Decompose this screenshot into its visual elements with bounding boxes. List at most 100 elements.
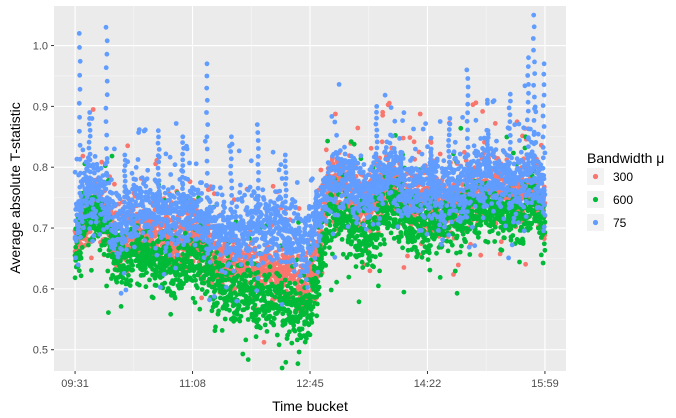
point-600 bbox=[199, 244, 205, 250]
point-600 bbox=[452, 213, 458, 219]
point-600 bbox=[420, 239, 425, 245]
point-600 bbox=[266, 308, 272, 313]
point-600 bbox=[325, 138, 330, 144]
point-600 bbox=[427, 225, 433, 231]
point-600 bbox=[383, 216, 389, 222]
point-75 bbox=[104, 224, 110, 230]
point-600 bbox=[176, 256, 182, 262]
point-75 bbox=[116, 216, 122, 222]
point-600 bbox=[366, 250, 372, 256]
point-600 bbox=[271, 316, 277, 321]
point-600 bbox=[315, 279, 321, 285]
point-600 bbox=[319, 254, 324, 260]
point-600 bbox=[105, 268, 111, 274]
point-600 bbox=[143, 284, 149, 290]
point-600 bbox=[182, 264, 188, 269]
point-600 bbox=[452, 268, 458, 274]
point-600 bbox=[454, 233, 460, 239]
point-600 bbox=[130, 263, 136, 268]
point-600 bbox=[374, 235, 380, 241]
point-600 bbox=[101, 251, 107, 257]
point-600 bbox=[322, 245, 327, 250]
point-75 bbox=[129, 170, 135, 176]
point-75 bbox=[133, 177, 139, 182]
point-600 bbox=[205, 256, 211, 261]
point-600 bbox=[287, 280, 293, 286]
point-600 bbox=[373, 254, 378, 260]
point-600 bbox=[279, 365, 285, 371]
point-300 bbox=[280, 252, 286, 258]
point-600 bbox=[125, 272, 131, 278]
point-600 bbox=[299, 300, 305, 306]
point-600 bbox=[199, 287, 205, 292]
point-600 bbox=[399, 233, 404, 239]
point-600 bbox=[374, 245, 379, 251]
point-600 bbox=[213, 287, 218, 293]
point-600 bbox=[245, 357, 251, 362]
point-75 bbox=[113, 202, 119, 207]
point-75 bbox=[133, 199, 139, 205]
point-75 bbox=[89, 201, 95, 207]
point-600 bbox=[491, 220, 496, 226]
point-600 bbox=[228, 292, 234, 298]
point-75 bbox=[72, 169, 78, 175]
point-600 bbox=[459, 243, 464, 249]
point-600 bbox=[310, 312, 315, 317]
point-600 bbox=[76, 268, 82, 274]
data-points bbox=[72, 12, 548, 371]
point-600 bbox=[227, 307, 232, 313]
point-600 bbox=[244, 273, 249, 279]
point-600 bbox=[145, 242, 151, 248]
point-600 bbox=[367, 258, 373, 263]
point-600 bbox=[182, 230, 188, 236]
point-75 bbox=[73, 236, 79, 241]
point-75 bbox=[100, 173, 106, 179]
point-600 bbox=[393, 217, 398, 223]
point-600 bbox=[127, 283, 133, 288]
point-600 bbox=[243, 337, 249, 343]
point-600 bbox=[537, 215, 543, 221]
point-600 bbox=[118, 304, 124, 309]
point-600 bbox=[372, 215, 378, 220]
point-300 bbox=[478, 252, 484, 258]
point-600 bbox=[277, 291, 283, 296]
point-600 bbox=[377, 241, 383, 247]
point-600 bbox=[411, 234, 416, 240]
point-600 bbox=[106, 310, 111, 315]
point-600 bbox=[279, 282, 284, 288]
point-75 bbox=[92, 178, 98, 184]
point-600 bbox=[291, 297, 297, 303]
point-75 bbox=[79, 207, 85, 213]
point-75 bbox=[109, 190, 115, 196]
point-600 bbox=[327, 245, 332, 251]
point-600 bbox=[293, 291, 299, 296]
point-600 bbox=[283, 359, 289, 365]
point-600 bbox=[73, 244, 79, 250]
point-75 bbox=[130, 208, 136, 213]
point-600 bbox=[463, 225, 469, 231]
point-600 bbox=[167, 289, 173, 294]
point-600 bbox=[193, 277, 199, 283]
point-600 bbox=[460, 227, 465, 233]
point-600 bbox=[425, 237, 431, 243]
point-600 bbox=[495, 231, 501, 236]
point-600 bbox=[147, 277, 152, 283]
point-300 bbox=[498, 239, 504, 245]
point-300 bbox=[90, 107, 96, 112]
point-600 bbox=[359, 259, 365, 265]
point-300 bbox=[473, 100, 479, 106]
point-75 bbox=[123, 287, 129, 293]
point-600 bbox=[255, 270, 261, 275]
point-300 bbox=[153, 229, 159, 235]
point-600 bbox=[349, 239, 355, 245]
point-75 bbox=[104, 156, 110, 161]
point-600 bbox=[314, 313, 320, 319]
point-600 bbox=[318, 272, 324, 278]
point-600 bbox=[153, 283, 159, 288]
point-75 bbox=[79, 219, 85, 225]
point-600 bbox=[150, 295, 156, 301]
point-300 bbox=[386, 100, 392, 106]
point-600 bbox=[511, 150, 516, 156]
point-600 bbox=[304, 299, 309, 305]
